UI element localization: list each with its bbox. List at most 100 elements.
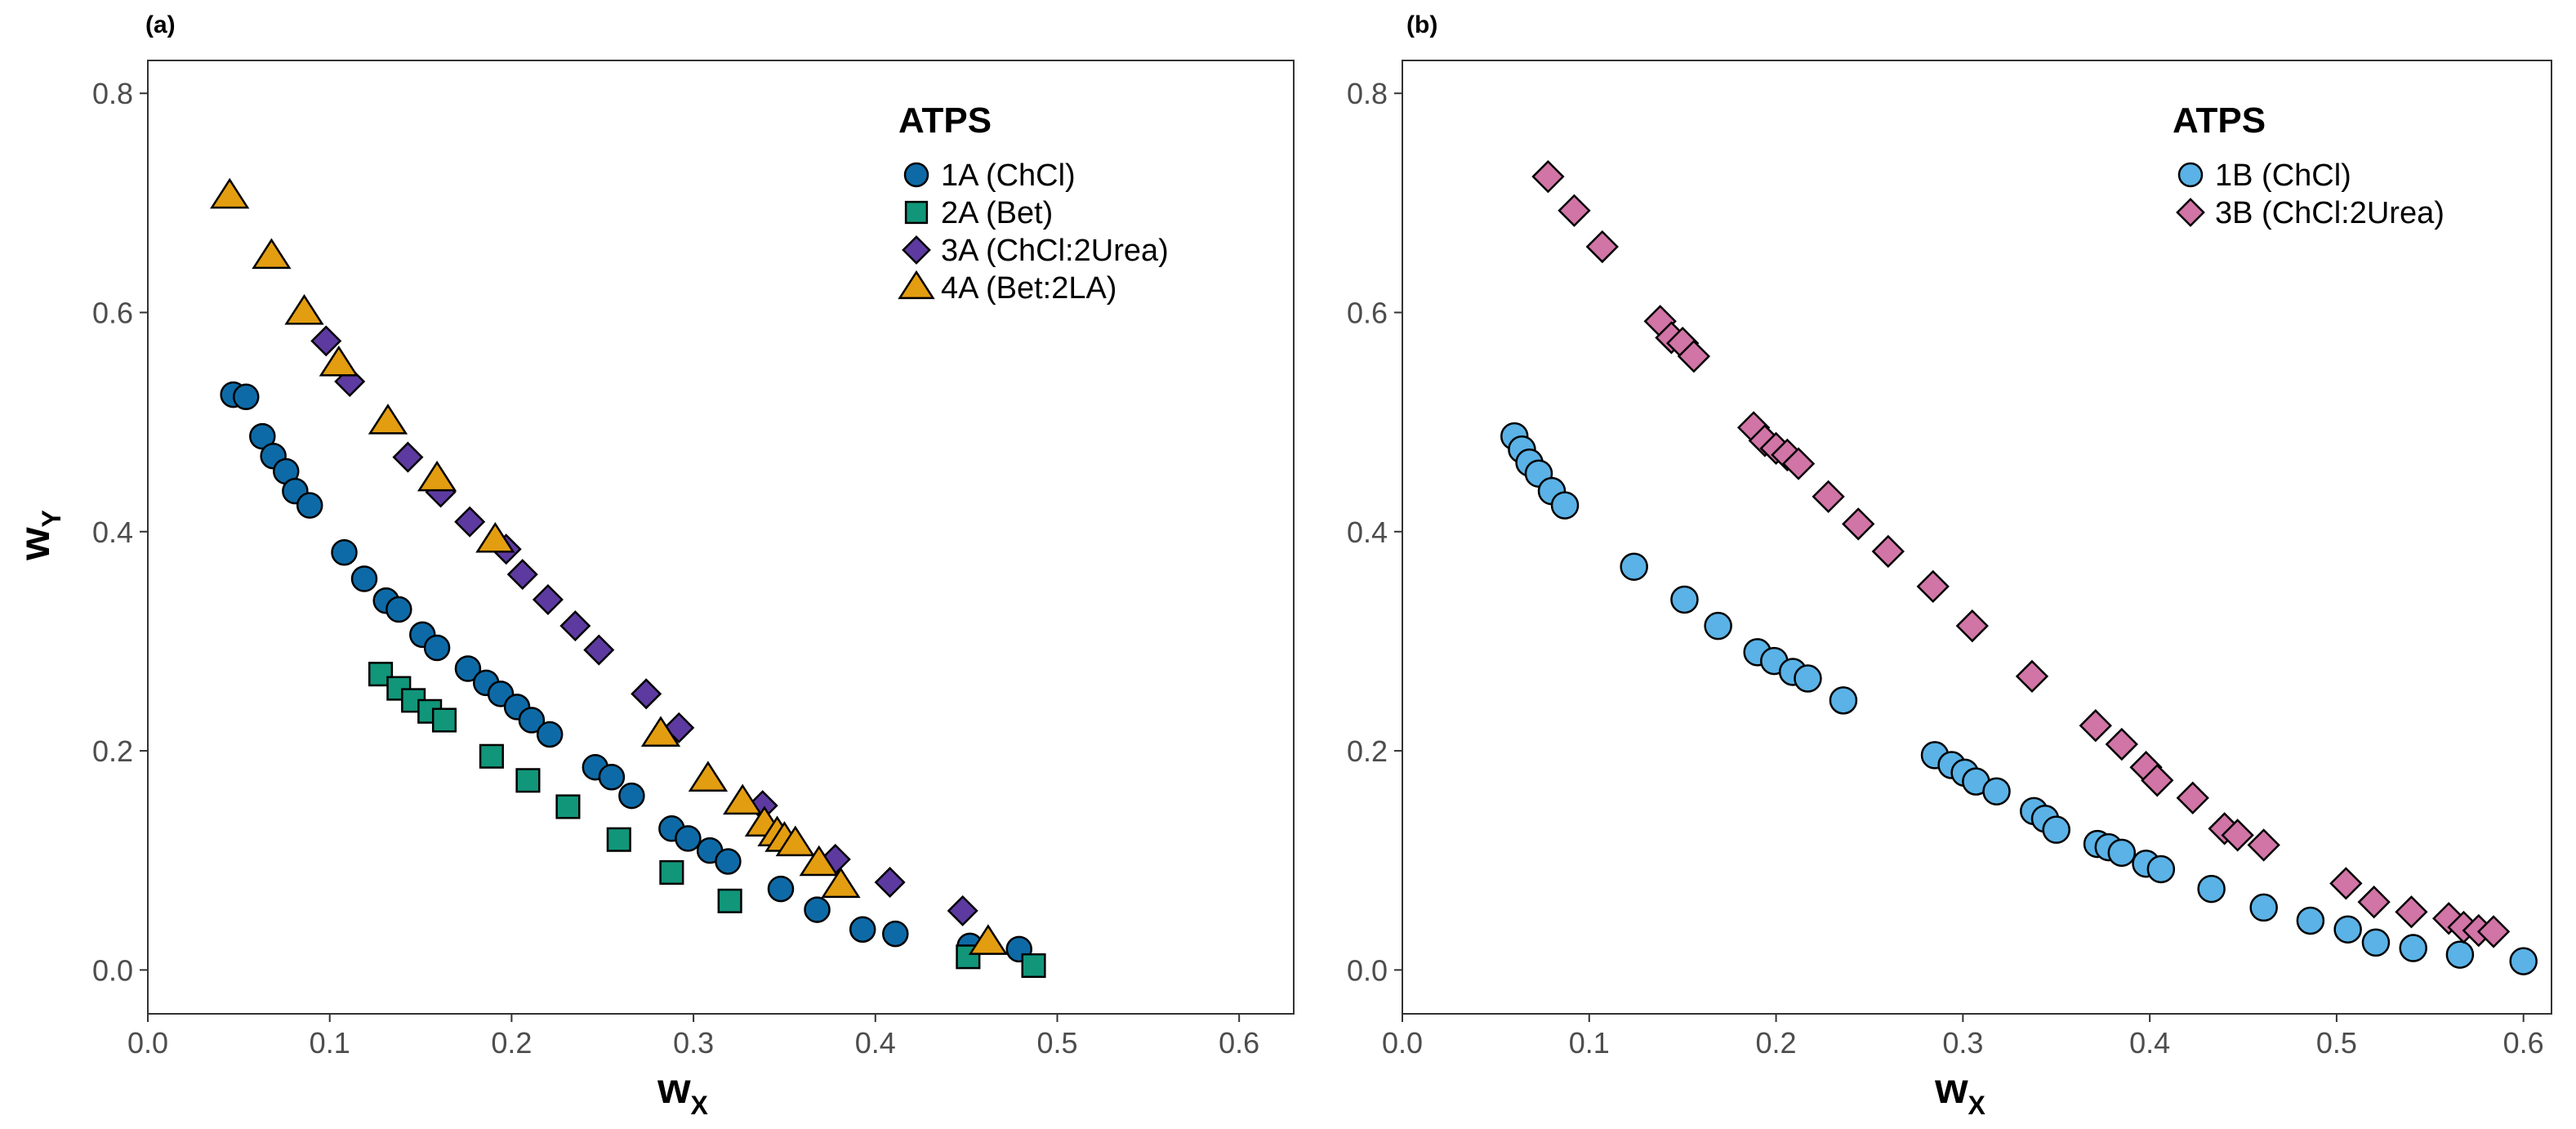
data-point bbox=[2015, 659, 2049, 694]
legend-key bbox=[2177, 162, 2204, 188]
data-point bbox=[821, 867, 861, 899]
data-point bbox=[392, 441, 424, 473]
data-point bbox=[2357, 886, 2391, 919]
y-tick-label: 0.0 bbox=[92, 953, 133, 987]
y-tick-label: 0.4 bbox=[92, 515, 133, 549]
data-point bbox=[631, 678, 662, 710]
data-point bbox=[968, 924, 1009, 955]
data-point bbox=[2042, 815, 2070, 844]
data-point bbox=[2105, 727, 2138, 761]
data-point bbox=[1781, 447, 1816, 480]
data-point bbox=[2221, 819, 2254, 852]
data-point bbox=[1794, 664, 1822, 693]
data-point bbox=[1550, 491, 1580, 520]
series-triangle bbox=[210, 177, 1009, 955]
data-point bbox=[1842, 507, 1875, 541]
data-point bbox=[233, 383, 260, 411]
data-point bbox=[2432, 902, 2466, 935]
x-axis-title-sub: X bbox=[1968, 1091, 1986, 1120]
data-point bbox=[1620, 552, 1648, 581]
legend-key bbox=[903, 162, 929, 188]
data-point bbox=[1871, 534, 1905, 569]
legend-title: ATPS bbox=[2173, 100, 2266, 141]
x-tick-label: 0.2 bbox=[1756, 1026, 1797, 1060]
x-tick-label: 0.1 bbox=[310, 1026, 350, 1060]
data-point bbox=[2399, 934, 2427, 962]
x-axis-title-main: w bbox=[1934, 1065, 1968, 1113]
data-point bbox=[598, 764, 626, 791]
legend: ATPS 1A (ChCl)2A (Bet) 3A (ChCl:2Urea)4A (… bbox=[898, 100, 1169, 306]
data-point bbox=[2141, 764, 2174, 797]
data-point bbox=[1585, 230, 1619, 264]
data-point bbox=[284, 293, 324, 325]
data-point bbox=[1829, 686, 1858, 715]
y-tick-label: 0.8 bbox=[92, 77, 133, 110]
data-point bbox=[606, 827, 631, 852]
data-point bbox=[1670, 585, 1699, 614]
data-point bbox=[2445, 940, 2475, 969]
data-point bbox=[874, 867, 906, 899]
x-tick-label: 0.6 bbox=[1219, 1026, 1259, 1060]
data-point bbox=[350, 565, 378, 592]
data-point bbox=[475, 521, 515, 553]
data-point bbox=[386, 596, 412, 623]
data-point bbox=[2107, 838, 2137, 868]
series-diamond bbox=[310, 325, 978, 926]
data-point bbox=[559, 610, 591, 642]
data-point bbox=[506, 559, 538, 591]
data-point bbox=[659, 859, 684, 886]
x-axis-title: wX bbox=[1934, 1065, 1985, 1120]
panel-label: (b) bbox=[1406, 11, 1437, 38]
legend-key bbox=[898, 270, 935, 300]
data-point bbox=[2296, 906, 2325, 935]
data-point bbox=[310, 325, 342, 357]
data-point bbox=[2395, 895, 2428, 929]
data-point bbox=[1982, 777, 2011, 805]
data-point bbox=[454, 506, 486, 538]
data-point bbox=[1955, 609, 1989, 643]
legend-entry: 1B (ChCl) bbox=[2215, 158, 2351, 193]
data-point bbox=[2476, 915, 2511, 948]
legend-entry: 2A (Bet) bbox=[941, 196, 1053, 230]
y-axis-title: wY bbox=[11, 510, 66, 561]
data-point bbox=[767, 875, 795, 903]
data-point bbox=[2333, 915, 2362, 944]
data-point bbox=[2146, 855, 2176, 884]
data-point bbox=[675, 825, 702, 852]
y-axis-title-sub: Y bbox=[37, 510, 66, 527]
chart-panel-a: (a) 0.0 0.1 0.2 0.3 0.4 0.5 0.6 0.0 0.2 0.4 0.6 0.8 w… bbox=[11, 11, 1295, 1120]
data-point bbox=[454, 655, 482, 682]
plot-frame bbox=[1402, 60, 2552, 1015]
x-tick-label: 0.0 bbox=[127, 1026, 168, 1060]
data-point bbox=[1916, 569, 1950, 604]
data-point bbox=[688, 761, 729, 792]
legend-entry: 4A (Bet:2LA) bbox=[941, 271, 1116, 306]
legend-key bbox=[902, 235, 931, 265]
x-tick-label: 0.4 bbox=[855, 1026, 896, 1060]
series-circle bbox=[1500, 422, 2538, 975]
data-point bbox=[1558, 194, 1591, 227]
data-point bbox=[849, 916, 876, 943]
data-point bbox=[583, 634, 615, 666]
series-diamond bbox=[1531, 160, 2511, 948]
x-tick-label: 0.3 bbox=[673, 1026, 714, 1060]
series-square bbox=[368, 662, 1046, 979]
data-point bbox=[555, 794, 581, 819]
data-point bbox=[640, 716, 681, 747]
plot-frame bbox=[147, 60, 1295, 1015]
y-tick-label: 0.4 bbox=[1347, 515, 1388, 549]
data-point bbox=[2176, 781, 2209, 814]
legend-key bbox=[2176, 198, 2205, 227]
x-tick-label: 0.0 bbox=[1382, 1026, 1423, 1060]
legend-key bbox=[904, 200, 929, 225]
legend-entry: 3A (ChCl:2Urea) bbox=[941, 234, 1169, 268]
data-point bbox=[1812, 480, 1845, 514]
data-point bbox=[715, 848, 742, 875]
data-point bbox=[1677, 340, 1711, 373]
data-point bbox=[479, 743, 504, 769]
data-point bbox=[2079, 709, 2112, 743]
x-axis-title-main: w bbox=[657, 1065, 691, 1113]
x-axis-title: wX bbox=[657, 1065, 708, 1120]
data-point bbox=[804, 896, 831, 923]
data-point bbox=[2509, 947, 2538, 975]
